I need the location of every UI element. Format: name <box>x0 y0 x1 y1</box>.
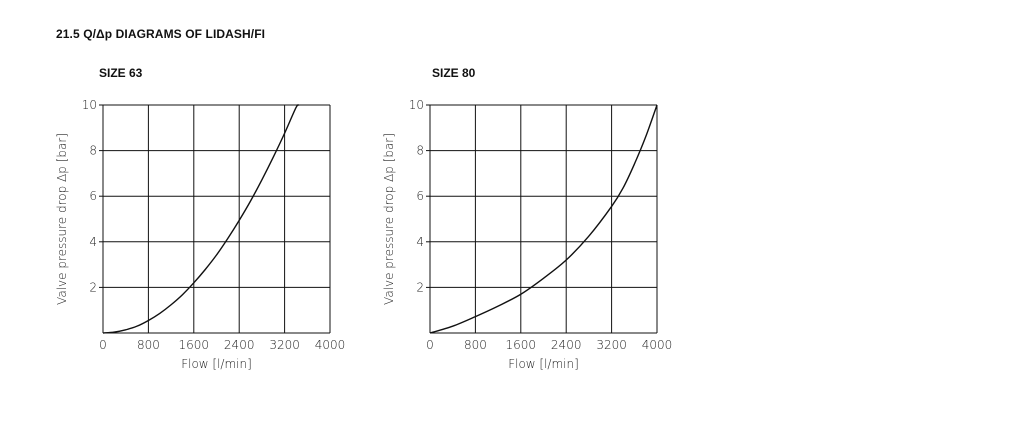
size-80-pressure-curve <box>429 104 658 334</box>
size-80-ytick-label-2: 2 <box>416 280 424 294</box>
size-63-xtick-label-0: 0 <box>99 338 107 352</box>
chart-title-size-63: SIZE 63 <box>99 66 143 80</box>
size-63-xtick-label-1600: 1600 <box>179 338 210 352</box>
size-80-ytick-label-4: 4 <box>416 235 424 249</box>
size-63-ytick-label-10: 10 <box>82 98 97 112</box>
size-63-xtick-label-2400: 2400 <box>224 338 255 352</box>
size-63-pressure-curve <box>102 104 300 334</box>
size-63-x-axis-label: Flow [l/min] <box>181 357 252 371</box>
size-63-ytick-label-8: 8 <box>89 144 97 158</box>
chart-title-size-80: SIZE 80 <box>432 66 476 80</box>
size-63-ytick-label-4: 4 <box>89 235 97 249</box>
size-63-ytick-label-6: 6 <box>89 189 97 203</box>
size-63-xtick-label-3200: 3200 <box>269 338 300 352</box>
size-80-y-axis-label: Valve pressure drop Δp [bar] <box>382 133 396 305</box>
size-80-ytick-label-8: 8 <box>416 144 424 158</box>
size-63-ytick-label-2: 2 <box>89 280 97 294</box>
size-80-ytick-label-6: 6 <box>416 189 424 203</box>
size-63-xtick-label-800: 800 <box>137 338 160 352</box>
size-80-ytick-label-10: 10 <box>409 98 424 112</box>
size-63-xtick-label-4000: 4000 <box>315 338 346 352</box>
size-80-x-axis-label: Flow [l/min] <box>508 357 579 371</box>
size-80-xtick-label-3200: 3200 <box>596 338 627 352</box>
size-80-xtick-label-800: 800 <box>464 338 487 352</box>
section-title: 21.5 Q/Δp DIAGRAMS OF LIDASH/FI <box>56 27 266 41</box>
size-80-xtick-label-2400: 2400 <box>551 338 582 352</box>
size-63-y-axis-label: Valve pressure drop Δp [bar] <box>55 133 69 305</box>
size-80-xtick-label-0: 0 <box>426 338 434 352</box>
size-80-xtick-label-4000: 4000 <box>642 338 673 352</box>
size-80-xtick-label-1600: 1600 <box>506 338 537 352</box>
